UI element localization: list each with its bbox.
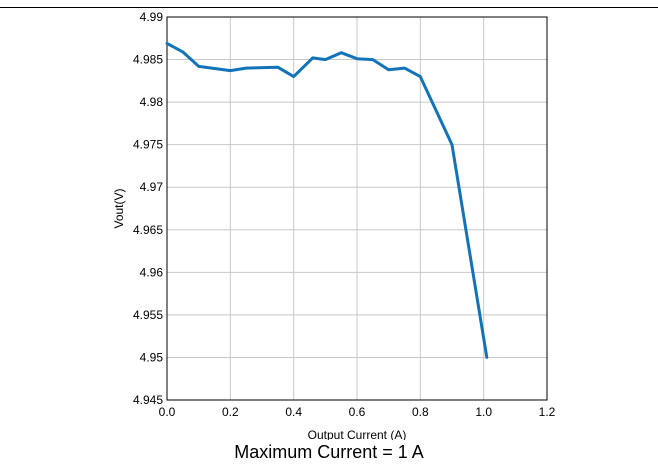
y-tick-label: 4.99	[140, 10, 164, 24]
x-axis-label: Output Current (A)	[308, 428, 407, 440]
y-tick-label: 4.98	[140, 95, 164, 109]
y-tick-label: 4.985	[133, 53, 163, 67]
y-tick-label: 4.945	[133, 393, 163, 407]
plot-area-frame	[166, 16, 548, 401]
y-tick-label: 4.975	[133, 138, 163, 152]
x-tick-label: 0.0	[159, 405, 176, 419]
x-tick-label: 0.2	[222, 405, 239, 419]
x-tick-label: 0.6	[349, 405, 366, 419]
y-tick-label: 4.95	[140, 350, 164, 364]
chart-caption: Maximum Current = 1 A	[234, 442, 424, 462]
series-line	[165, 41, 489, 359]
y-tick-label: 4.965	[133, 223, 163, 237]
y-axis-ticks: 4.945 4.95 4.955 4.96 4.965 4.97 4.975 4.98 4.98…	[133, 10, 163, 407]
x-axis-ticks: 0.0 0.2 0.4 0.6 0.8 1.0 1.2	[159, 405, 556, 419]
x-tick-label: 0.8	[412, 405, 429, 419]
x-tick-label: 0.4	[285, 405, 302, 419]
y-axis-label: Vout(V)	[112, 188, 126, 228]
grid-lines	[167, 17, 547, 400]
y-tick-label: 4.955	[133, 308, 163, 322]
y-tick-label: 4.97	[140, 180, 164, 194]
line-chart: 0.0 0.2 0.4 0.6 0.8 1.0 1.2 4.945 4.95 4.955 4.96…	[112, 10, 556, 440]
top-divider-line	[0, 7, 658, 8]
series-layer	[165, 41, 489, 359]
x-tick-label: 1.2	[539, 405, 556, 419]
x-tick-label: 1.0	[475, 405, 492, 419]
y-tick-label: 4.96	[140, 265, 164, 279]
